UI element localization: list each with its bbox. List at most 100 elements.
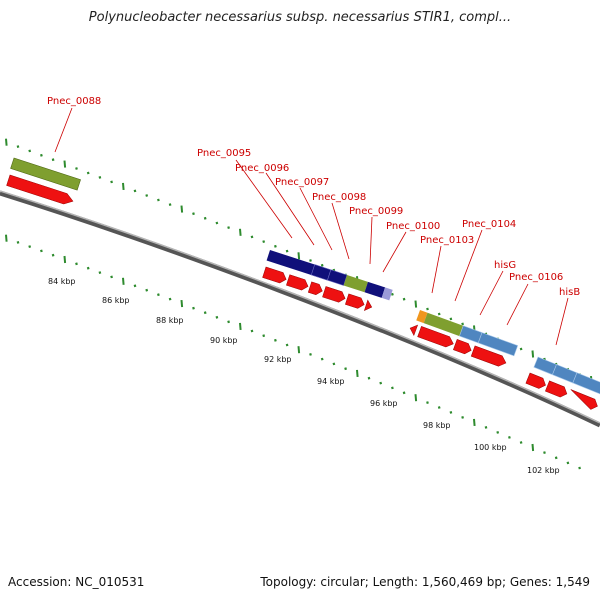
kbp-label: 86 kbp [102, 296, 130, 305]
tick-major [63, 160, 67, 168]
tick-minor [40, 153, 43, 157]
feature-bar-next-2 [572, 372, 600, 395]
gene-arrow-hisb [525, 372, 546, 389]
tick-minor [133, 284, 137, 288]
tick-major [63, 255, 67, 264]
tick-minor [203, 311, 207, 315]
gene-label: hisG [494, 260, 516, 271]
tick-minor [145, 194, 149, 197]
tick-minor [16, 241, 20, 244]
feature-bar-pnec-0097 [327, 269, 348, 286]
tick-major [356, 369, 359, 377]
gene-arrows [6, 174, 598, 410]
tick-minor [320, 263, 324, 267]
accession-text: Accession: NC_010531 [8, 575, 145, 589]
tick-minor [227, 226, 230, 229]
tick-minor [28, 245, 32, 248]
gene-arrow-pnec-0098 [322, 286, 346, 303]
tick-major [239, 228, 242, 236]
gene-arrow-pnec-0100 [363, 299, 373, 311]
gene-label: Pnec_0096 [235, 163, 289, 174]
feature-bar-hisg [459, 325, 483, 344]
tick-minor [332, 362, 336, 366]
tick-minor [461, 322, 464, 326]
gene-label: Pnec_0097 [275, 177, 329, 188]
tick-row-lower [5, 234, 581, 470]
gene-label: Pnec_0104 [462, 219, 516, 230]
kbp-label: 100 kbp [474, 443, 507, 452]
tick-major [122, 277, 125, 285]
tick-major [297, 252, 301, 260]
tick-major [297, 346, 301, 354]
tick-minor [250, 235, 254, 239]
kbp-label: 98 kbp [423, 421, 451, 430]
gene-label: Pnec_0088 [47, 96, 101, 107]
tick-minor [437, 312, 441, 316]
tick-minor [98, 176, 102, 179]
tick-minor [285, 249, 289, 253]
tick-minor [98, 271, 102, 274]
tick-minor [16, 145, 20, 148]
tick-minor [402, 391, 406, 395]
kbp-label: 84 kbp [48, 277, 76, 286]
tick-minor [215, 315, 219, 319]
tick-major [5, 138, 8, 146]
tick-minor [262, 240, 266, 243]
gene-arrow-pnec-0097 [307, 281, 323, 296]
tick-minor [449, 317, 453, 321]
feature-bar-hisb [533, 356, 557, 376]
tick-minor [391, 292, 394, 296]
tick-minor [449, 411, 453, 414]
map-title: Polynucleobacter necessarius subsp. nece… [88, 10, 512, 25]
tick-minor [40, 249, 43, 253]
feature-bar-pnec-0099 [364, 281, 386, 298]
tick-minor [496, 431, 500, 434]
feature-bar-pnec-0095 [266, 249, 315, 275]
feature-bar-next-1 [552, 364, 578, 384]
tick-minor [110, 275, 113, 279]
tick-minor [168, 203, 172, 206]
gene-labels: Pnec_0088 Pnec_0095 Pnec_0096 Pnec_0097 … [47, 96, 580, 298]
tick-minor [426, 307, 429, 311]
gene-arrow-pnec-0106 [470, 345, 507, 367]
tick-minor [168, 297, 172, 301]
kbp-label: 94 kbp [317, 377, 345, 386]
feature-bar-pnec-0103 [416, 310, 428, 324]
leader-lines [54, 107, 569, 346]
tick-major [414, 300, 418, 308]
kbp-labels: 84 kbp 86 kbp 88 kbp 90 kbp 92 kbp 94 kb… [48, 277, 560, 475]
tick-minor [402, 297, 406, 301]
tick-minor [309, 353, 312, 356]
tick-major [531, 443, 535, 452]
tick-minor [86, 171, 90, 175]
feature-bar-pnec-0104 [423, 312, 464, 337]
gene-arrow-next-2 [570, 389, 598, 410]
tick-minor [566, 461, 570, 465]
tick-major [180, 300, 184, 308]
gene-arrow-pnec-0104 [417, 326, 454, 348]
tick-minor [519, 441, 523, 444]
tick-minor [426, 401, 429, 404]
tick-major [473, 418, 476, 426]
tick-minor [227, 320, 230, 324]
tick-minor [192, 306, 195, 310]
tick-minor [110, 180, 113, 184]
kbp-label: 90 kbp [210, 336, 238, 345]
tick-minor [344, 367, 347, 371]
gene-arrow-hisg [453, 339, 472, 355]
tick-minor [145, 288, 149, 292]
tick-minor [274, 244, 277, 248]
tick-minor [75, 167, 78, 170]
tick-minor [508, 436, 511, 439]
tick-minor [461, 416, 464, 419]
feature-bar-pnec-0088 [10, 157, 81, 191]
summary-text: Topology: circular; Length: 1,560,469 bp… [260, 575, 590, 589]
tick-minor [578, 466, 581, 470]
tick-major [5, 234, 8, 242]
tick-major [531, 350, 535, 358]
feature-bar-pnec-0100 [381, 287, 393, 301]
tick-minor [157, 293, 160, 297]
gene-label: hisB [559, 287, 580, 298]
gene-arrow-pnec-0096 [286, 274, 309, 291]
